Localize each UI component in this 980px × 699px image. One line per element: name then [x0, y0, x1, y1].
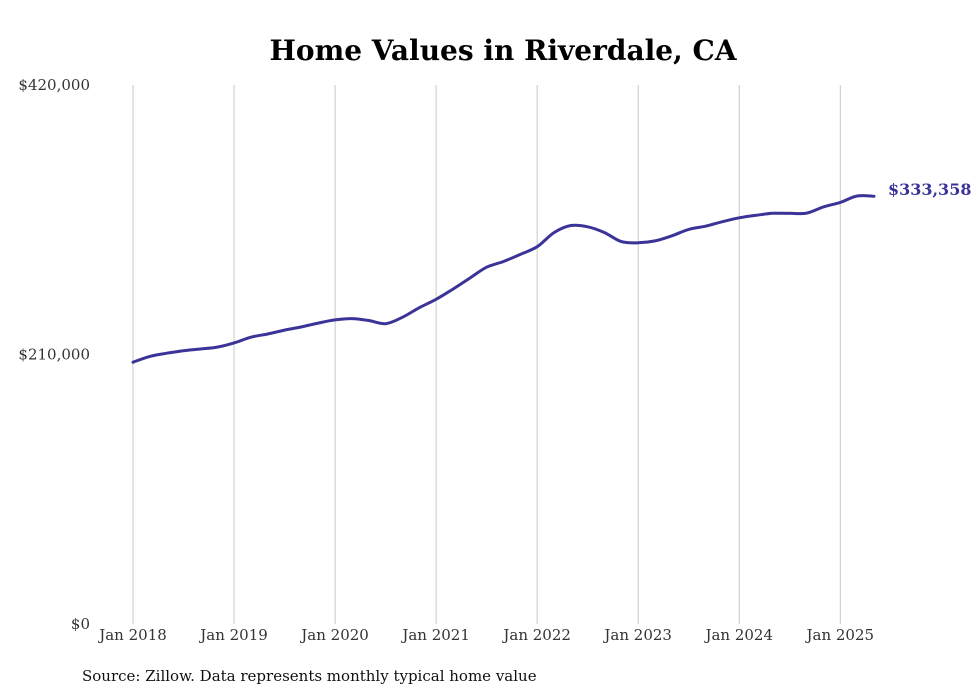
x-axis-tick-labels: Jan 2018 Jan 2019 Jan 2020 Jan 2021 Jan 2022… [97, 626, 874, 644]
y-tick-label: $420,000 [18, 76, 90, 94]
x-tick-label: Jan 2022 [501, 626, 571, 644]
chart-title: Home Values in Riverdale, CA [269, 34, 737, 67]
source-note: Source: Zillow. Data represents monthly … [82, 667, 537, 685]
end-value-label: $333,358 [888, 180, 972, 199]
x-tick-label: Jan 2021 [400, 626, 470, 644]
x-tick-label: Jan 2024 [703, 626, 773, 644]
y-tick-label: $210,000 [18, 346, 90, 364]
y-axis-tick-labels: $0 $210,000 $420,000 [18, 76, 90, 633]
x-tick-label: Jan 2025 [804, 626, 874, 644]
vertical-gridlines [132, 85, 841, 624]
home-value-line [131, 194, 876, 364]
y-tick-label: $0 [71, 615, 90, 633]
x-tick-label: Jan 2020 [299, 626, 369, 644]
x-tick-label: Jan 2019 [198, 626, 268, 644]
x-tick-label: Jan 2023 [602, 626, 672, 644]
x-tick-label: Jan 2018 [97, 626, 167, 644]
